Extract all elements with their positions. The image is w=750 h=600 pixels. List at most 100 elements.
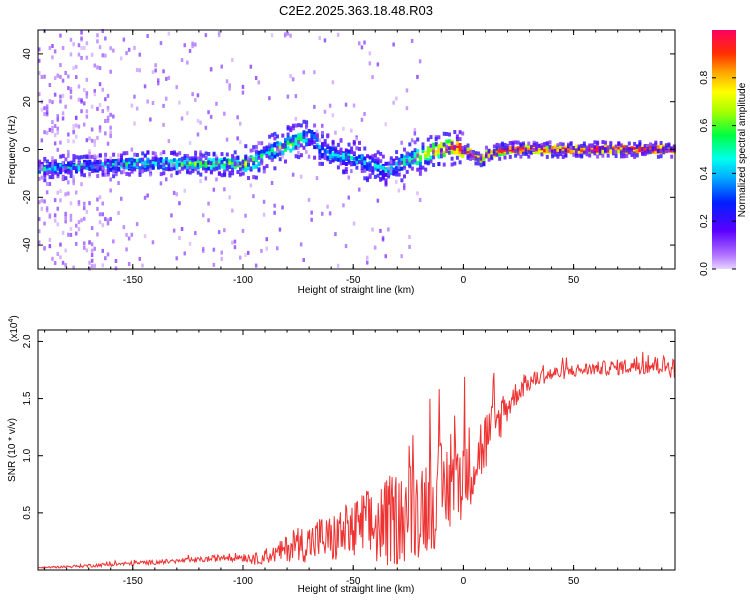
spectrogram-cell [149,159,153,164]
spectrogram-cell [45,206,49,211]
spectrogram-cell [440,146,443,150]
spectrogram-cell [519,142,523,147]
spectrogram-cell [268,149,272,154]
spectrogram-cell [342,156,346,161]
spectrogram-cell [109,46,112,51]
spectrogram-cell [532,140,536,145]
spectrogram-cell [48,99,52,104]
spectrogram-cell [43,74,46,79]
spectrogram-cell [199,156,203,161]
spectrogram-cell [466,147,470,151]
spectrogram-cell [127,236,131,241]
spectrogram-cell [352,161,356,166]
spectrogram-cell [257,155,261,160]
spectrogram-cell [122,225,126,230]
spectrogram-cell [83,241,86,246]
spectrogram-cell [85,41,89,46]
spectrogram-cell [138,172,142,177]
spectrogram-cell [358,41,361,46]
spectrogram-cell [172,166,176,171]
spectrogram-cell [122,159,126,164]
spectrogram-cell [651,143,655,148]
spectrogram-cell [477,153,481,158]
spectrogram-cell [530,144,533,149]
spectrogram-cell [664,149,668,154]
colorbar-ticks: 0.0 0.2 0.4 0.6 0.8 [699,70,736,276]
spectrogram-cell [244,164,248,169]
spectrogram-cell [458,160,462,165]
spectrogram-cell [426,149,430,154]
spectrogram-cell [67,232,70,237]
spectrogram-cell [392,100,395,105]
spectrogram-cell [276,145,279,150]
spectrogram-cell [429,135,433,140]
spectrogram-cell [376,167,380,172]
spectrogram-cell [241,171,245,176]
spectrogram-cell [96,33,99,38]
spectrogram-cell [244,213,247,218]
spectrogram-cell [659,141,663,145]
spectrogram-cell [426,146,430,151]
spectrogram-cell [291,126,295,131]
spectrogram-cell [336,263,340,268]
spectrogram-cell [223,165,227,170]
spectrogram-cell [466,143,470,148]
spectrogram-cell [297,123,301,128]
spectrogram-cell [51,168,55,173]
spectrogram-cell [159,181,163,186]
spectrogram-cell [477,151,481,156]
spectrogram-cell [120,56,123,61]
snr-x-label: Height of straight line (km) [298,584,415,595]
spectrogram-cell [403,147,406,152]
spectrogram-cell [154,68,157,73]
spectrogram-cell [51,171,54,176]
spectrogram-cell [363,146,367,151]
spectrogram-cell [551,146,555,151]
spectrogram-cell [278,145,282,150]
spectrogram-cell [500,145,504,150]
spectrogram-cell [432,163,436,167]
spectrogram-cell [188,156,192,161]
spectrogram-cell [165,177,168,182]
spectrogram-cell [434,142,438,146]
spectrogram-cell [141,166,145,171]
spectrogram-cell [225,137,229,142]
spectrogram-x-label: Height of straight line (km) [298,285,415,296]
x-tick-label: -50 [346,275,361,286]
spectrogram-cell [225,152,229,157]
spectrogram-cell [130,232,134,237]
spectrogram-cell [278,227,282,232]
spectrogram-cell [614,154,618,158]
spectrogram-cell [67,86,70,91]
spectrogram-cell [548,144,552,149]
spectrogram-cell [284,140,287,145]
spectrogram-cell [622,148,626,152]
spectrogram-cell [40,198,44,203]
spectrogram-cell [130,167,134,171]
spectrogram-cell [601,145,605,150]
spectrogram-cell [114,169,118,173]
spectrogram-cell [194,154,198,159]
spectrogram-cell [291,123,295,128]
spectrogram-cell [617,146,621,151]
spectrogram-cell [408,244,411,249]
spectrogram-cell [469,150,473,155]
spectrogram-cell [656,149,660,154]
spectrogram-cell [540,149,544,154]
svg-text:(x104): (x104) [8,315,20,342]
spectrogram-cell [508,154,512,159]
spectrogram-cell [93,154,96,159]
spectrogram-cell [278,148,282,153]
spectrogram-cell [434,137,438,142]
spectrogram-cell [445,139,449,144]
spectrogram-cell [43,171,47,176]
spectrogram-cell [101,109,104,114]
spectrogram-cell [614,150,618,155]
spectrogram-cell [98,125,102,130]
spectrogram-cell [331,80,335,85]
spectrogram-cell [146,34,149,38]
spectrogram-cell [305,140,309,145]
spectrogram-cell [61,153,65,158]
spectrogram-cell [196,165,200,170]
spectrogram-cell [40,75,44,79]
